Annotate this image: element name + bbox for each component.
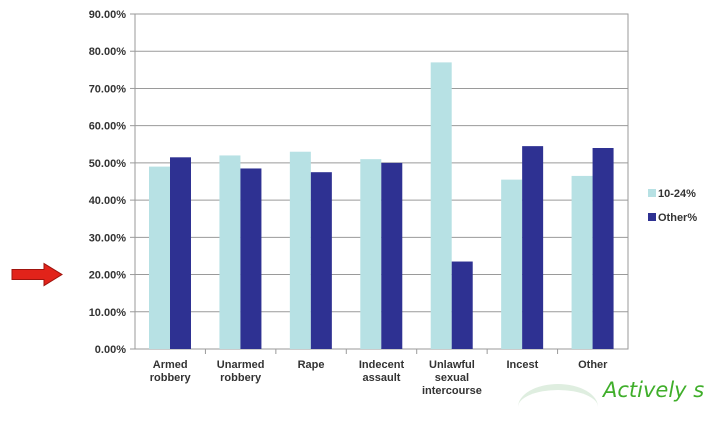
x-category-label-line: Incest (506, 359, 538, 371)
bar-series-1 (430, 62, 452, 350)
bar-series-2 (592, 148, 614, 349)
red-arrow-annotation (11, 262, 63, 287)
bar-series-1 (289, 151, 311, 349)
x-category-label-line: robbery (220, 372, 262, 384)
x-category-label: Indecent assault (359, 359, 405, 384)
x-category-label-line: robbery (150, 372, 192, 384)
x-category-label: Rape (298, 359, 325, 371)
y-tick-label: 90.00% (89, 9, 127, 21)
bar-series-1 (219, 155, 241, 349)
x-category-label-line: Other (578, 359, 608, 371)
x-category-label: Other (578, 359, 608, 371)
y-tick-label: 70.00% (89, 83, 127, 95)
y-tick-label: 30.00% (89, 232, 127, 244)
y-tick-label: 20.00% (89, 270, 127, 282)
y-tick-label: 50.00% (89, 158, 127, 170)
brand-tagline: Actively su (603, 378, 704, 402)
y-tick-label: 80.00% (89, 46, 127, 58)
legend-swatch (648, 189, 656, 197)
bar-series-2 (451, 261, 473, 349)
x-category-label: Unarmed robbery (217, 359, 265, 384)
y-tick-label: 10.00% (89, 307, 127, 319)
legend-label: Other% (658, 212, 697, 224)
legend-label: 10-24% (658, 188, 696, 200)
bar-series-2 (310, 172, 332, 349)
x-category-label-line: Unarmed (217, 359, 265, 371)
y-tick-label: 0.00% (95, 344, 126, 356)
bar-series-2 (522, 146, 544, 349)
x-category-label: Unlawful sexual intercourse (422, 359, 482, 397)
x-category-label-line: assault (363, 372, 401, 384)
bar-series-1 (571, 175, 593, 349)
legend-swatch (648, 213, 656, 221)
x-category-label-line: Unlawful (429, 359, 475, 371)
bar-series-2 (170, 157, 191, 349)
bar-chart: 0.00% 10.00% 20.00% 30.00% 40.00% 50.00% 60.00… (11, 9, 697, 397)
y-tick-label: 60.00% (89, 121, 127, 133)
bar-series-2 (240, 168, 262, 349)
bar-series-1 (501, 179, 523, 349)
x-category-label-line: Armed (153, 359, 188, 371)
x-category-label-line: Indecent (359, 359, 405, 371)
brand-swirl-graphic (518, 384, 598, 430)
bar-series-1 (360, 159, 382, 349)
y-tick-label: 40.00% (89, 195, 127, 207)
x-category-label-line: sexual (435, 372, 469, 384)
x-category-label: Armed robbery (150, 359, 192, 384)
bar-series-2 (381, 162, 403, 349)
x-category-label-line: Rape (298, 359, 325, 371)
bar-series-1 (149, 166, 170, 349)
x-category-label-line: intercourse (422, 385, 482, 397)
x-category-label: Incest (506, 359, 538, 371)
